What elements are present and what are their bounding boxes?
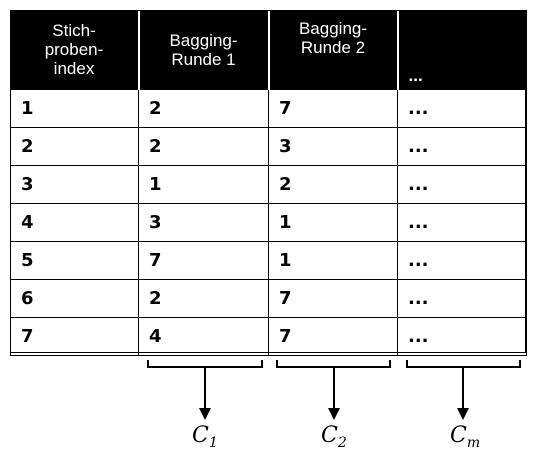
- header-bagging-round-2: Bagging- Runde 2: [267, 10, 398, 90]
- table-cell: ...: [397, 203, 527, 242]
- arrow-2-head: [328, 408, 340, 420]
- table-row: 5 7 1...: [10, 241, 527, 280]
- table-cell: 2: [138, 89, 269, 128]
- table-cell: 1: [10, 89, 139, 128]
- table-cell: 2: [138, 127, 269, 166]
- table-cell: 3: [138, 203, 269, 242]
- header-sample-index: Stich- proben- index: [10, 10, 139, 90]
- table-cell: 1: [268, 203, 398, 242]
- classifier-m-label: Cm: [450, 423, 481, 451]
- table-cell: ...: [397, 89, 527, 128]
- table-cell: 1: [138, 165, 269, 204]
- header-more-rounds: ...: [396, 10, 527, 90]
- classifier-2-label: C2: [321, 423, 347, 451]
- arrow-1-head: [199, 408, 211, 420]
- table-row: 6 2 7...: [10, 279, 527, 318]
- table-cell: 5: [10, 241, 139, 280]
- header-row: Stich- proben- index Bagging- Runde 1 Ba…: [10, 10, 527, 90]
- brace-2: [276, 360, 391, 368]
- table-cell: ...: [397, 317, 527, 356]
- classifier-1-label: C1: [192, 423, 218, 451]
- table-row: 1 2 7...: [10, 89, 527, 128]
- arrow-3-head: [457, 408, 469, 420]
- table-cell: ...: [397, 241, 527, 280]
- brace-1: [147, 360, 263, 368]
- table-cell: 1: [268, 241, 398, 280]
- table-cell: 4: [138, 317, 269, 356]
- table-cell: 6: [10, 279, 139, 318]
- table-cell: ...: [397, 127, 527, 166]
- table-row: 7 4 7...: [10, 317, 527, 356]
- table-row: 3 1 2...: [10, 165, 527, 204]
- table-cell: 7: [268, 317, 398, 356]
- header-bagging-round-1: Bagging- Runde 1: [137, 10, 269, 90]
- bagging-table: Stich- proben- index Bagging- Runde 1 Ba…: [10, 10, 527, 356]
- table-cell: 7: [10, 317, 139, 356]
- brace-3: [406, 360, 521, 368]
- table-row: 4 3 1...: [10, 203, 527, 242]
